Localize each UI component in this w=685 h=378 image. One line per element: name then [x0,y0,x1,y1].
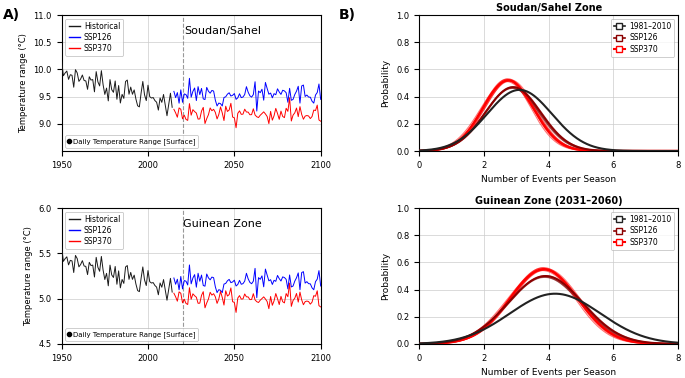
Y-axis label: Probability: Probability [382,59,390,107]
Y-axis label: Temperature range (°C): Temperature range (°C) [24,226,33,326]
Legend: Daily Temperature Range [Surface]: Daily Temperature Range [Surface] [65,328,198,341]
Title: Soudan/Sahel Zone: Soudan/Sahel Zone [495,3,601,13]
Y-axis label: Temperature range (°C): Temperature range (°C) [19,33,28,133]
X-axis label: Number of Events per Season: Number of Events per Season [481,175,616,184]
Text: Guinean Zone: Guinean Zone [183,219,262,229]
Text: Soudan/Sahel: Soudan/Sahel [184,26,261,36]
Text: A): A) [3,8,21,22]
Legend: Daily Temperature Range [Surface]: Daily Temperature Range [Surface] [65,135,198,147]
Y-axis label: Probability: Probability [382,252,390,300]
Legend: 1981–2010, SSP126, SSP370: 1981–2010, SSP126, SSP370 [611,19,674,57]
Text: B): B) [339,8,356,22]
Legend: 1981–2010, SSP126, SSP370: 1981–2010, SSP126, SSP370 [611,212,674,249]
X-axis label: Number of Events per Season: Number of Events per Season [481,368,616,377]
Title: Guinean Zone (2031–2060): Guinean Zone (2031–2060) [475,196,623,206]
